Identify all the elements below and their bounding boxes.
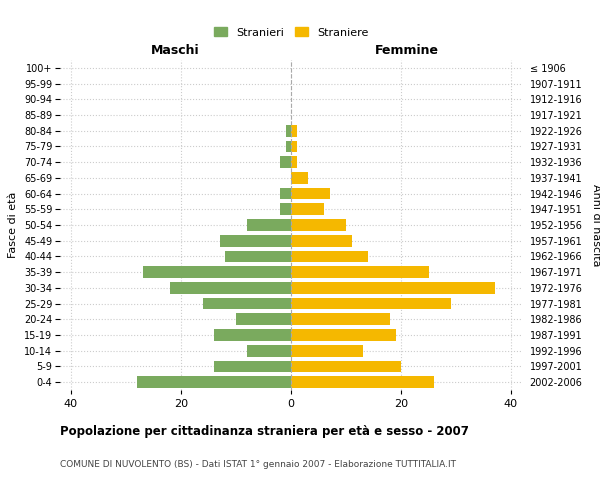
- Bar: [214, 329, 291, 341]
- Bar: [225, 250, 291, 262]
- Bar: [143, 266, 291, 278]
- Bar: [280, 204, 291, 215]
- Bar: [291, 345, 362, 356]
- Bar: [291, 266, 428, 278]
- Bar: [137, 376, 291, 388]
- Bar: [291, 282, 494, 294]
- Bar: [291, 219, 346, 231]
- Text: Femmine: Femmine: [374, 44, 439, 57]
- Bar: [291, 376, 434, 388]
- Bar: [291, 172, 308, 184]
- Bar: [291, 314, 390, 325]
- Bar: [291, 188, 329, 200]
- Bar: [236, 314, 291, 325]
- Bar: [291, 125, 296, 136]
- Bar: [203, 298, 291, 310]
- Bar: [247, 219, 291, 231]
- Bar: [291, 156, 296, 168]
- Bar: [220, 235, 291, 246]
- Bar: [214, 360, 291, 372]
- Bar: [286, 125, 291, 136]
- Bar: [247, 345, 291, 356]
- Bar: [280, 156, 291, 168]
- Bar: [291, 235, 352, 246]
- Text: COMUNE DI NUVOLENTO (BS) - Dati ISTAT 1° gennaio 2007 - Elaborazione TUTTITALIA.: COMUNE DI NUVOLENTO (BS) - Dati ISTAT 1°…: [60, 460, 456, 469]
- Text: Maschi: Maschi: [151, 44, 200, 57]
- Bar: [280, 188, 291, 200]
- Bar: [286, 140, 291, 152]
- Bar: [291, 204, 324, 215]
- Bar: [291, 140, 296, 152]
- Bar: [291, 298, 451, 310]
- Y-axis label: Fasce di età: Fasce di età: [8, 192, 19, 258]
- Bar: [291, 329, 395, 341]
- Text: Popolazione per cittadinanza straniera per età e sesso - 2007: Popolazione per cittadinanza straniera p…: [60, 425, 469, 438]
- Legend: Stranieri, Straniere: Stranieri, Straniere: [209, 22, 373, 42]
- Bar: [170, 282, 291, 294]
- Y-axis label: Anni di nascita: Anni di nascita: [591, 184, 600, 266]
- Bar: [291, 250, 368, 262]
- Bar: [291, 360, 401, 372]
